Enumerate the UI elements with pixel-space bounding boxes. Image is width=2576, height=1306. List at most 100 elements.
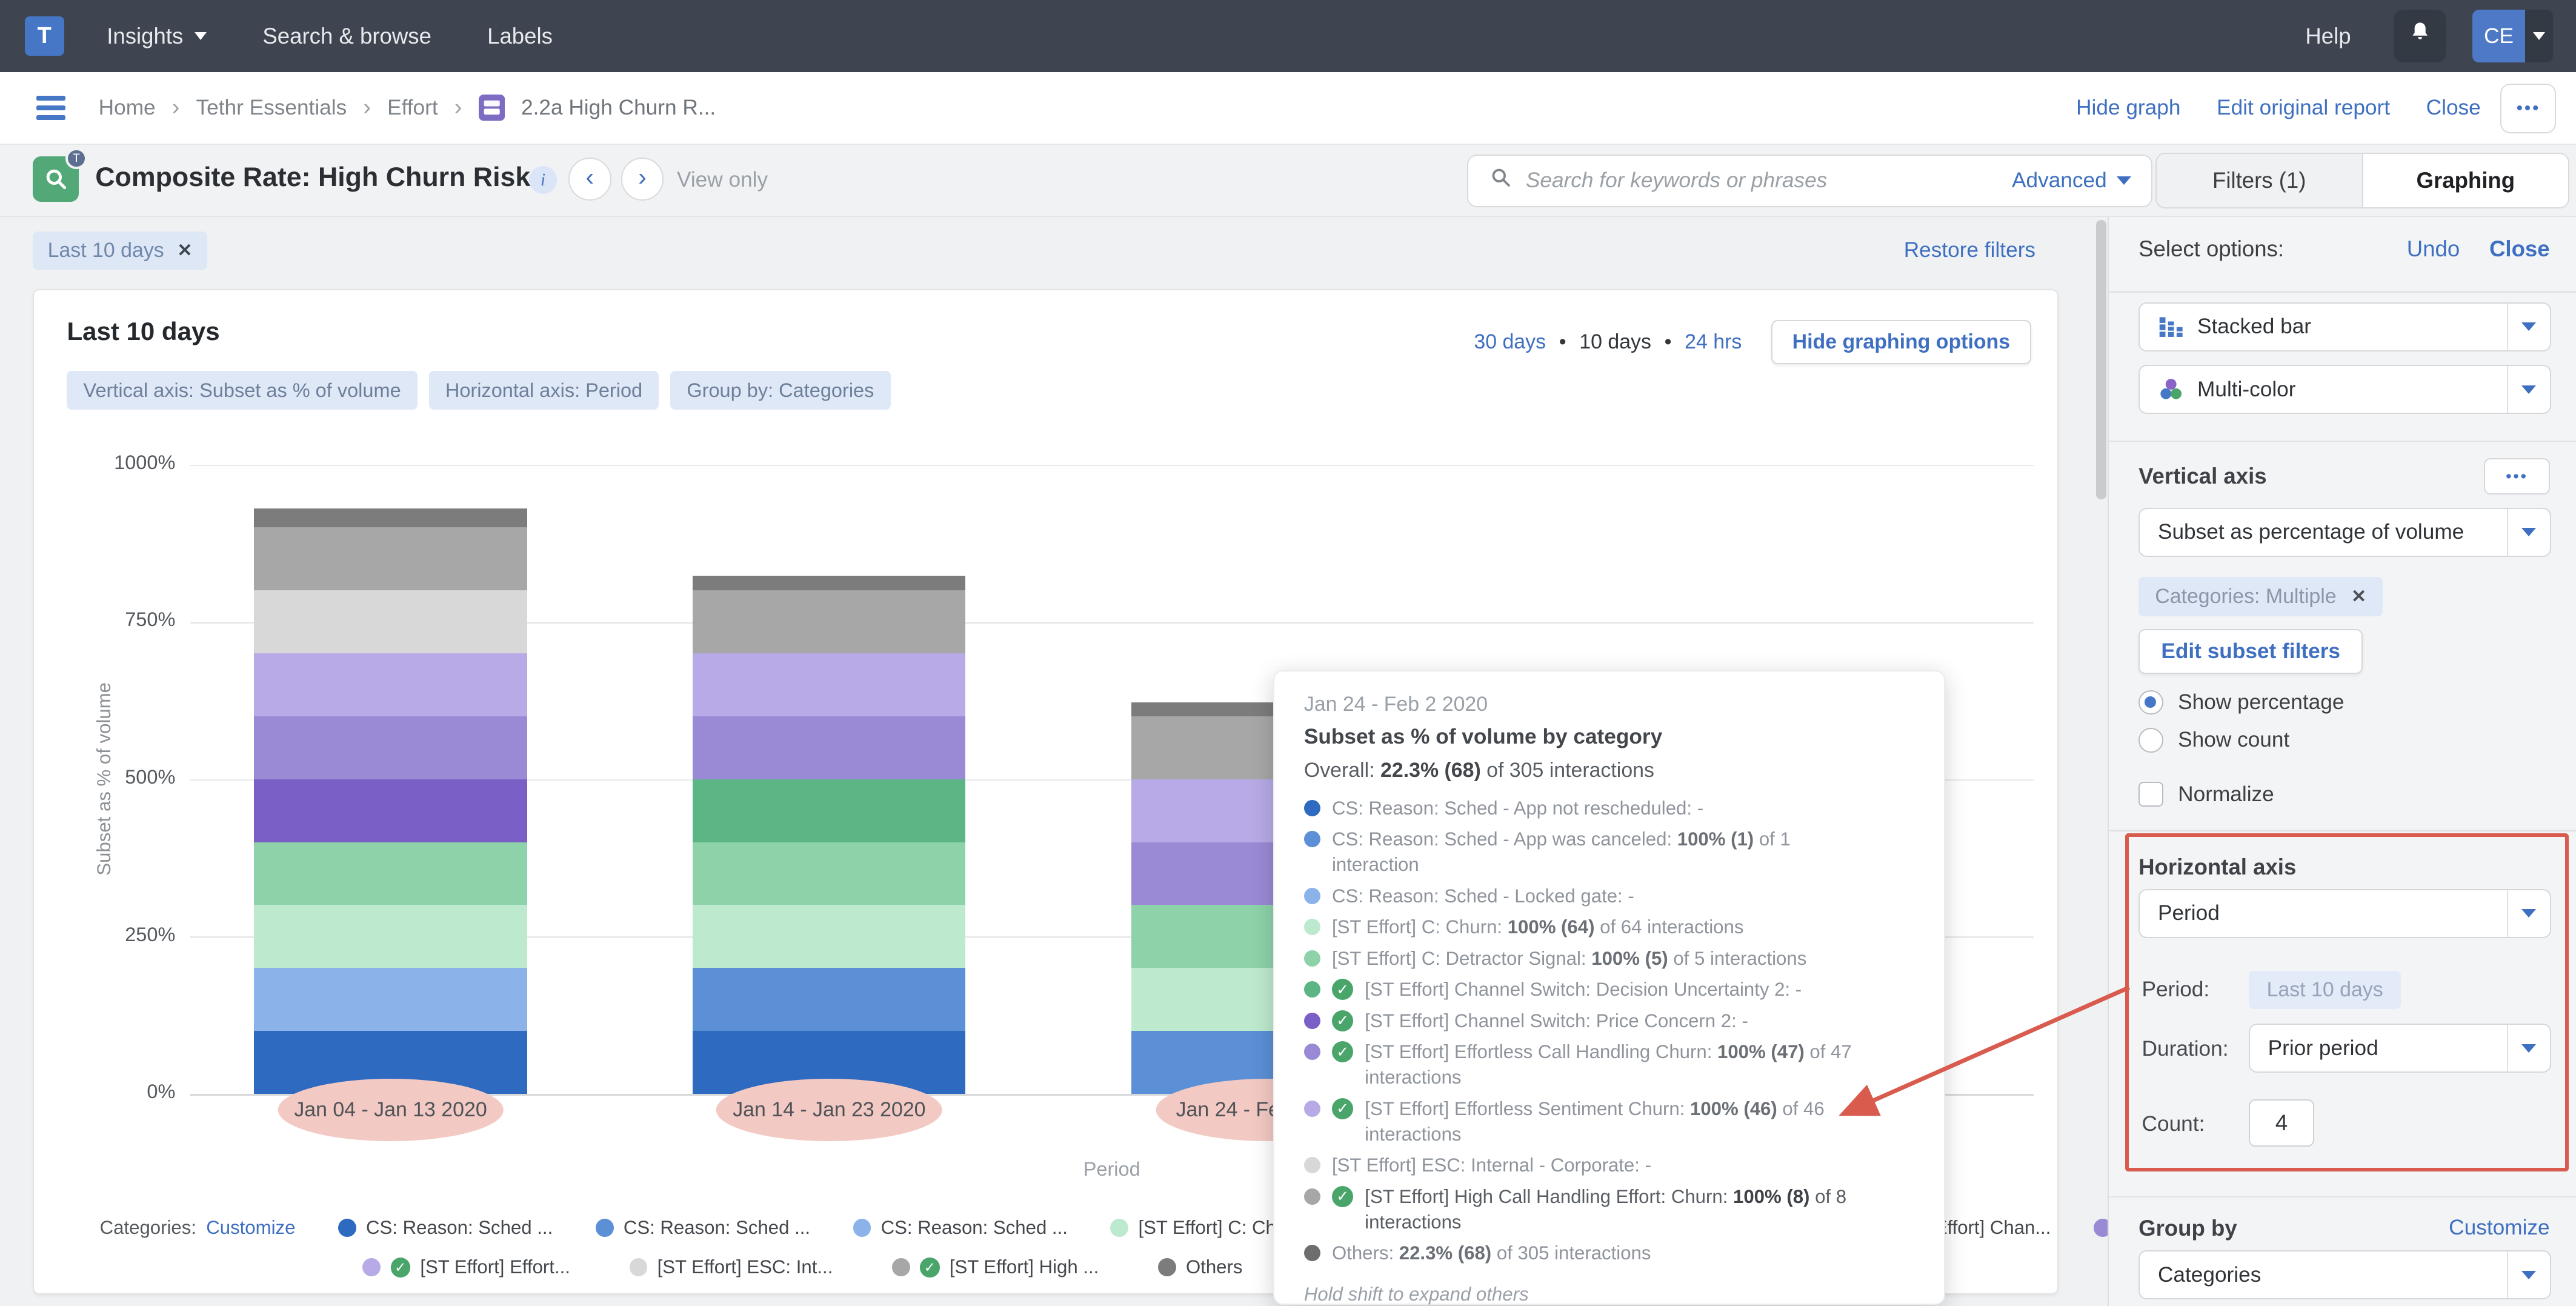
bar-segment-st-effort-channel-switch-price-concern-2[interactable] <box>254 779 527 842</box>
duration-dropdown[interactable]: Prior period <box>2248 1024 2551 1073</box>
breadcrumb-separator-icon: › <box>363 95 371 121</box>
legend-item[interactable]: ✓ [ST Effort] Effort... <box>362 1256 570 1278</box>
group-by-customize-link[interactable]: Customize <box>2449 1216 2550 1240</box>
gridline <box>190 622 2034 624</box>
range-30-days[interactable]: 30 days <box>1474 330 1546 354</box>
normalize-checkbox[interactable]: Normalize <box>2138 782 2274 807</box>
bar-segment-st-effort-esc-internal-corporate[interactable] <box>254 590 527 654</box>
legend-color-dot <box>1157 1258 1176 1277</box>
bar-segment-st-effort-c-detractor-signal[interactable] <box>693 842 966 905</box>
user-menu[interactable]: CE <box>2472 10 2554 63</box>
vertical-axis-more-button[interactable]: ••• <box>2484 458 2550 495</box>
nav-item-search-browse[interactable]: Search & browse <box>262 24 431 49</box>
hide-graph-link[interactable]: Hide graph <box>2076 95 2181 119</box>
tooltip-category-row: ✓ [ST Effort] High Call Handling Effort: … <box>1303 1184 1914 1235</box>
next-report-button[interactable]: › <box>621 158 664 201</box>
chart-type-dropdown[interactable]: Stacked bar <box>2138 302 2551 352</box>
remove-chip-icon[interactable]: ✕ <box>2351 586 2366 607</box>
tooltip-category-text: [ST Effort] Effortless Call Handling Chu… <box>1365 1041 1852 1088</box>
breadcrumb-item-home[interactable]: Home <box>98 95 156 119</box>
y-tick-label: 500% <box>125 766 176 788</box>
advanced-search-toggle[interactable]: Advanced <box>2012 168 2131 193</box>
bar-segment-cs-reason-sched-app-was-canceled[interactable] <box>693 968 966 1031</box>
bar-segment-st-effort-c-detractor-signal[interactable] <box>254 842 527 905</box>
dropdown-caret <box>2507 1251 2549 1299</box>
legend-row-1: Categories: Customize CS: Reason: Sched … <box>100 1217 2301 1239</box>
bar-jan-04-jan-13-2020[interactable] <box>254 508 527 1094</box>
edit-subset-filters-button[interactable]: Edit subset filters <box>2138 629 2363 674</box>
show-count-radio[interactable]: Show count <box>2138 728 2289 753</box>
more-options-button[interactable]: ••• <box>2500 84 2557 133</box>
gridline <box>190 464 2034 467</box>
legend-item[interactable]: CS: Reason: Sched ... <box>595 1217 811 1239</box>
menu-button[interactable] <box>36 90 66 125</box>
bar-segment-others[interactable] <box>254 508 527 528</box>
tab-filters[interactable]: Filters (1) <box>2212 168 2306 193</box>
bar-segment-st-effort-effortless-sentiment-churn[interactable] <box>254 653 527 716</box>
help-link[interactable]: Help <box>2305 23 2351 48</box>
tooltip-category-text: [ST Effort] C: Churn: 100% (64) of 64 in… <box>1331 916 1744 938</box>
range-10-days[interactable]: 10 days <box>1579 330 1651 354</box>
gridline <box>190 779 2034 781</box>
legend-color-dot <box>362 1258 381 1277</box>
remove-filter-icon[interactable]: ✕ <box>177 240 193 261</box>
horizontal-axis-dropdown[interactable]: Period <box>2138 888 2551 939</box>
legend-item[interactable]: CS: Reason: Sched ... <box>853 1217 1068 1239</box>
info-icon[interactable]: i <box>528 165 557 194</box>
bar-segment-others[interactable] <box>693 576 966 591</box>
bar-segment-st-effort-channel-switch-decision-uncertainty-2[interactable] <box>693 779 966 842</box>
show-percentage-radio[interactable]: Show percentage <box>2138 690 2344 715</box>
legend-customize-link[interactable]: Customize <box>206 1217 296 1239</box>
edit-original-report-link[interactable]: Edit original report <box>2217 95 2391 119</box>
vertical-axis-dropdown[interactable]: Subset as percentage of volume <box>2138 507 2551 558</box>
legend-item-label: CS: Reason: Sched ... <box>623 1217 811 1239</box>
bar-segment-st-effort-c-churn[interactable] <box>254 905 527 968</box>
graph-option-chip-horizontal-axis: Horizontal axis: Period <box>428 370 659 410</box>
breadcrumb-item-effort[interactable]: Effort <box>387 95 438 119</box>
tooltip-category-row: [ST Effort] C: Churn: 100% (64) of 64 in… <box>1303 915 1914 940</box>
close-options-link[interactable]: Close <box>2489 236 2550 262</box>
gridline <box>190 1093 2034 1096</box>
legend-item[interactable]: Others <box>1157 1256 1242 1278</box>
color-mode-dropdown[interactable]: Multi-color <box>2138 364 2551 415</box>
restore-filters-link[interactable]: Restore filters <box>1903 238 2036 262</box>
breadcrumb-item-tethr-essentials[interactable]: Tethr Essentials <box>196 95 347 119</box>
legend-item[interactable]: ✓ [ST Effort] High ... <box>891 1256 1099 1278</box>
bar-segment-st-effort-effortless-call-handling-churn[interactable] <box>693 716 966 779</box>
legend-item[interactable]: CS: Reason: Sched ... <box>338 1217 553 1239</box>
range-24-hrs[interactable]: 24 hrs <box>1685 330 1742 354</box>
bar-segment-st-effort-high-call-handling-effort-churn[interactable] <box>254 527 527 591</box>
search-input[interactable] <box>1525 168 2012 193</box>
category-color-dot <box>1303 950 1320 967</box>
vertical-scrollbar[interactable] <box>2096 220 2106 1303</box>
filter-chip-last-10-days[interactable]: Last 10 days ✕ <box>33 232 207 270</box>
bar-segment-st-effort-c-churn[interactable] <box>693 905 966 968</box>
previous-report-button[interactable]: ‹ <box>568 158 611 201</box>
bar-segment-cs-reason-sched-locked-gate[interactable] <box>254 968 527 1031</box>
group-by-dropdown[interactable]: Categories <box>2138 1250 2551 1300</box>
bar-segment-st-effort-effortless-call-handling-churn[interactable] <box>254 716 527 779</box>
legend-item[interactable]: [ST Effort] ESC: Int... <box>629 1256 833 1278</box>
nav-item-labels[interactable]: Labels <box>487 24 553 49</box>
bar-segment-st-effort-high-call-handling-effort-churn[interactable] <box>693 590 966 654</box>
nav-right: Help CE <box>2305 0 2576 72</box>
tooltip-category-text: [ST Effort] Effortless Sentiment Churn: … <box>1365 1098 1825 1145</box>
tethr-logo[interactable]: T <box>24 16 64 56</box>
x-axis-label: Jan 14 - Jan 23 2020 <box>716 1079 942 1142</box>
graphing-sidebar: Select options: Undo Close Stacked bar M… <box>2108 216 2576 1306</box>
count-input[interactable] <box>2248 1099 2315 1147</box>
report-header: T Composite Rate: High Churn Risk i ‹ › … <box>0 144 2576 217</box>
nav-item-insights[interactable]: Insights <box>107 24 207 49</box>
check-icon: ✓ <box>1331 1041 1354 1063</box>
bar-segment-st-effort-effortless-sentiment-churn[interactable] <box>693 653 966 716</box>
dropdown-caret <box>2507 890 2549 938</box>
vertical-scrollbar-thumb[interactable] <box>2096 220 2106 500</box>
tab-graphing[interactable]: Graphing <box>2361 154 2569 208</box>
undo-link[interactable]: Undo <box>2406 236 2460 262</box>
categories-multiple-chip[interactable]: Categories: Multiple ✕ <box>2138 576 2383 616</box>
close-link[interactable]: Close <box>2426 95 2481 119</box>
notifications-button[interactable] <box>2394 10 2446 63</box>
bar-jan-14-jan-23-2020[interactable] <box>693 576 966 1094</box>
hide-graphing-options-button[interactable]: Hide graphing options <box>1771 319 2031 365</box>
tooltip-category-text: CS: Reason: Sched - App was canceled: 10… <box>1331 828 1791 876</box>
